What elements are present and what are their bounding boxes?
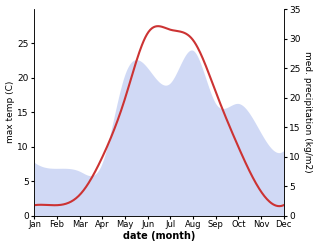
Y-axis label: max temp (C): max temp (C) [5, 81, 15, 144]
X-axis label: date (month): date (month) [123, 231, 195, 242]
Y-axis label: med. precipitation (kg/m2): med. precipitation (kg/m2) [303, 51, 313, 173]
